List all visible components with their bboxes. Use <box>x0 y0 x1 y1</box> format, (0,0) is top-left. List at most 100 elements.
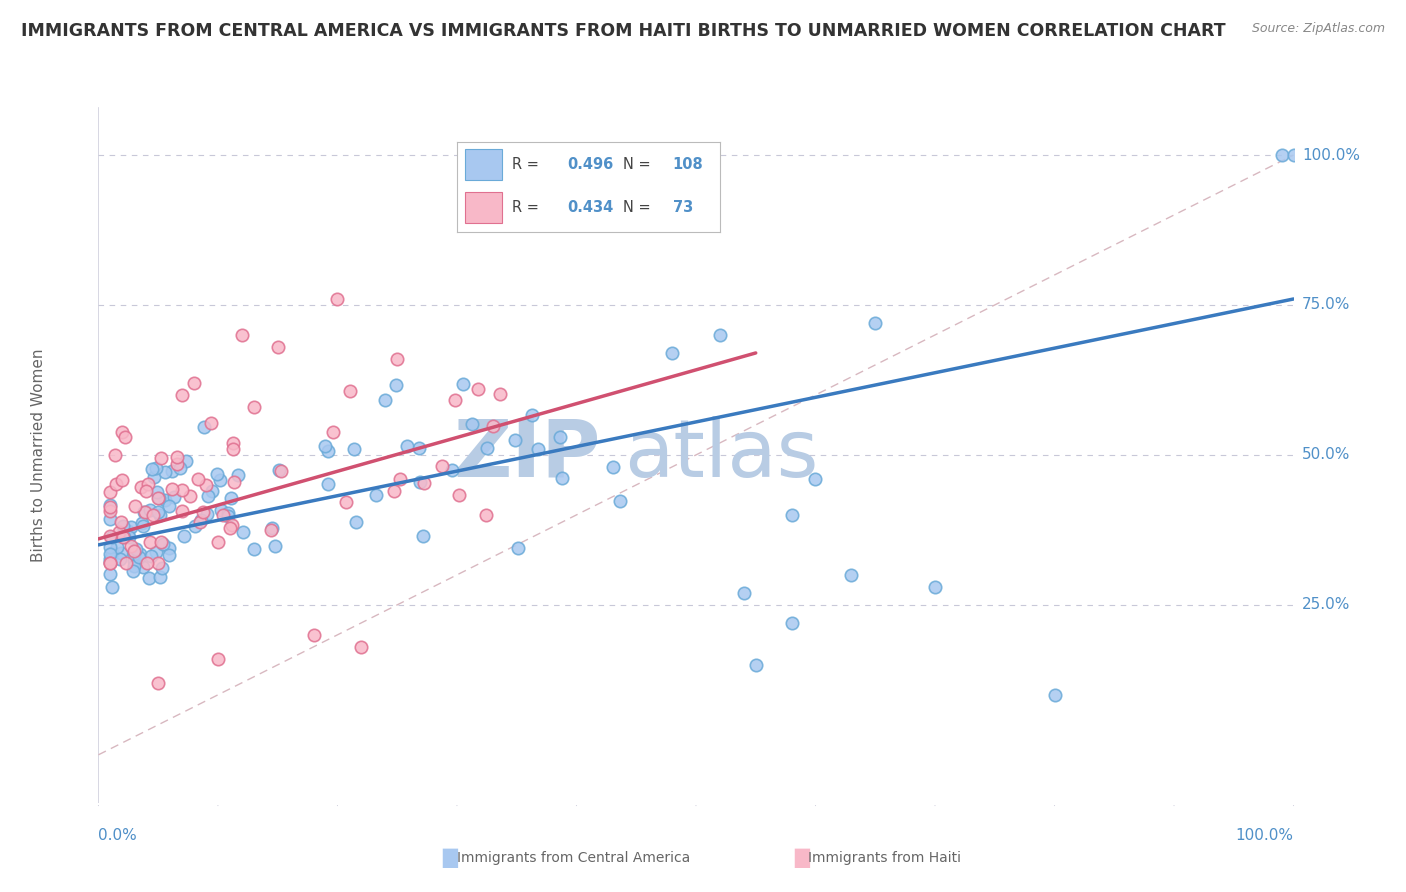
Point <box>461 417 484 432</box>
Point <box>222 435 245 450</box>
Text: R =: R = <box>512 157 544 172</box>
Point <box>172 388 194 402</box>
Point <box>440 463 463 477</box>
Point <box>152 537 174 551</box>
Point <box>477 442 499 456</box>
Point <box>173 529 195 543</box>
Point <box>195 478 218 492</box>
Point <box>263 539 285 553</box>
Point <box>661 346 683 360</box>
Point <box>193 505 215 519</box>
Point <box>125 542 148 557</box>
Point <box>169 461 191 475</box>
Point <box>231 328 253 343</box>
Point <box>98 504 122 518</box>
Point <box>221 517 243 532</box>
Point <box>443 393 465 408</box>
Point <box>98 552 122 566</box>
Point <box>166 450 188 464</box>
Point <box>98 547 122 561</box>
Text: Source: ZipAtlas.com: Source: ZipAtlas.com <box>1251 22 1385 36</box>
Point <box>98 498 122 512</box>
Point <box>208 474 231 488</box>
Point <box>506 541 529 555</box>
Text: 25.0%: 25.0% <box>1302 598 1350 613</box>
Point <box>122 559 145 574</box>
Point <box>924 580 946 594</box>
Point <box>409 475 432 489</box>
Point <box>219 491 242 505</box>
Point <box>110 515 132 529</box>
Point <box>148 491 170 505</box>
Text: R =: R = <box>512 201 544 215</box>
Point <box>364 487 387 501</box>
Text: IMMIGRANTS FROM CENTRAL AMERICA VS IMMIGRANTS FROM HAITI BIRTHS TO UNMARRIED WOM: IMMIGRANTS FROM CENTRAL AMERICA VS IMMIG… <box>21 22 1226 40</box>
Point <box>98 555 122 569</box>
Point <box>205 467 228 482</box>
Point <box>839 567 862 582</box>
Point <box>131 516 153 530</box>
Point <box>412 476 434 491</box>
Point <box>745 657 768 672</box>
Point <box>475 508 498 523</box>
Point <box>217 509 239 524</box>
Point <box>709 328 731 343</box>
Point <box>209 503 232 517</box>
Point <box>101 580 124 594</box>
Point <box>453 377 475 392</box>
Point <box>551 471 574 485</box>
Point <box>120 520 142 534</box>
Point <box>321 425 343 440</box>
Text: █: █ <box>794 848 808 868</box>
Point <box>112 518 135 533</box>
Point <box>344 516 367 530</box>
Point <box>374 393 396 408</box>
Point <box>548 430 571 444</box>
Point <box>232 525 254 540</box>
Point <box>335 494 357 508</box>
Text: 75.0%: 75.0% <box>1302 297 1350 312</box>
Point <box>136 556 159 570</box>
Point <box>134 505 156 519</box>
Point <box>162 464 184 478</box>
Point <box>150 451 173 466</box>
Text: 0.434: 0.434 <box>568 201 613 215</box>
Point <box>243 541 266 556</box>
Point <box>135 483 157 498</box>
Point <box>149 535 172 549</box>
Point <box>270 464 292 478</box>
Point <box>780 615 803 630</box>
Point <box>260 523 283 537</box>
Point <box>131 518 153 533</box>
Point <box>382 484 405 499</box>
Point <box>98 512 122 526</box>
Text: 108: 108 <box>672 157 703 172</box>
Text: █: █ <box>443 848 457 868</box>
Text: N =: N = <box>623 201 655 215</box>
Text: ZIP: ZIP <box>453 416 600 494</box>
Point <box>212 508 235 523</box>
Point <box>447 488 470 502</box>
Point <box>160 483 183 497</box>
Point <box>195 507 218 521</box>
Point <box>120 539 142 553</box>
Point <box>163 491 186 505</box>
Point <box>141 462 163 476</box>
FancyBboxPatch shape <box>465 193 502 223</box>
Point <box>228 467 250 482</box>
Point <box>385 351 409 366</box>
Point <box>98 529 122 543</box>
Point <box>105 476 128 491</box>
Point <box>179 489 201 503</box>
Point <box>139 549 162 563</box>
Point <box>166 458 188 472</box>
Point <box>145 544 167 558</box>
Point <box>157 541 180 556</box>
Point <box>207 652 229 666</box>
Point <box>201 484 224 499</box>
Point <box>527 442 550 457</box>
Point <box>1282 148 1305 162</box>
Point <box>385 377 408 392</box>
Point <box>159 500 181 514</box>
Point <box>326 292 349 306</box>
